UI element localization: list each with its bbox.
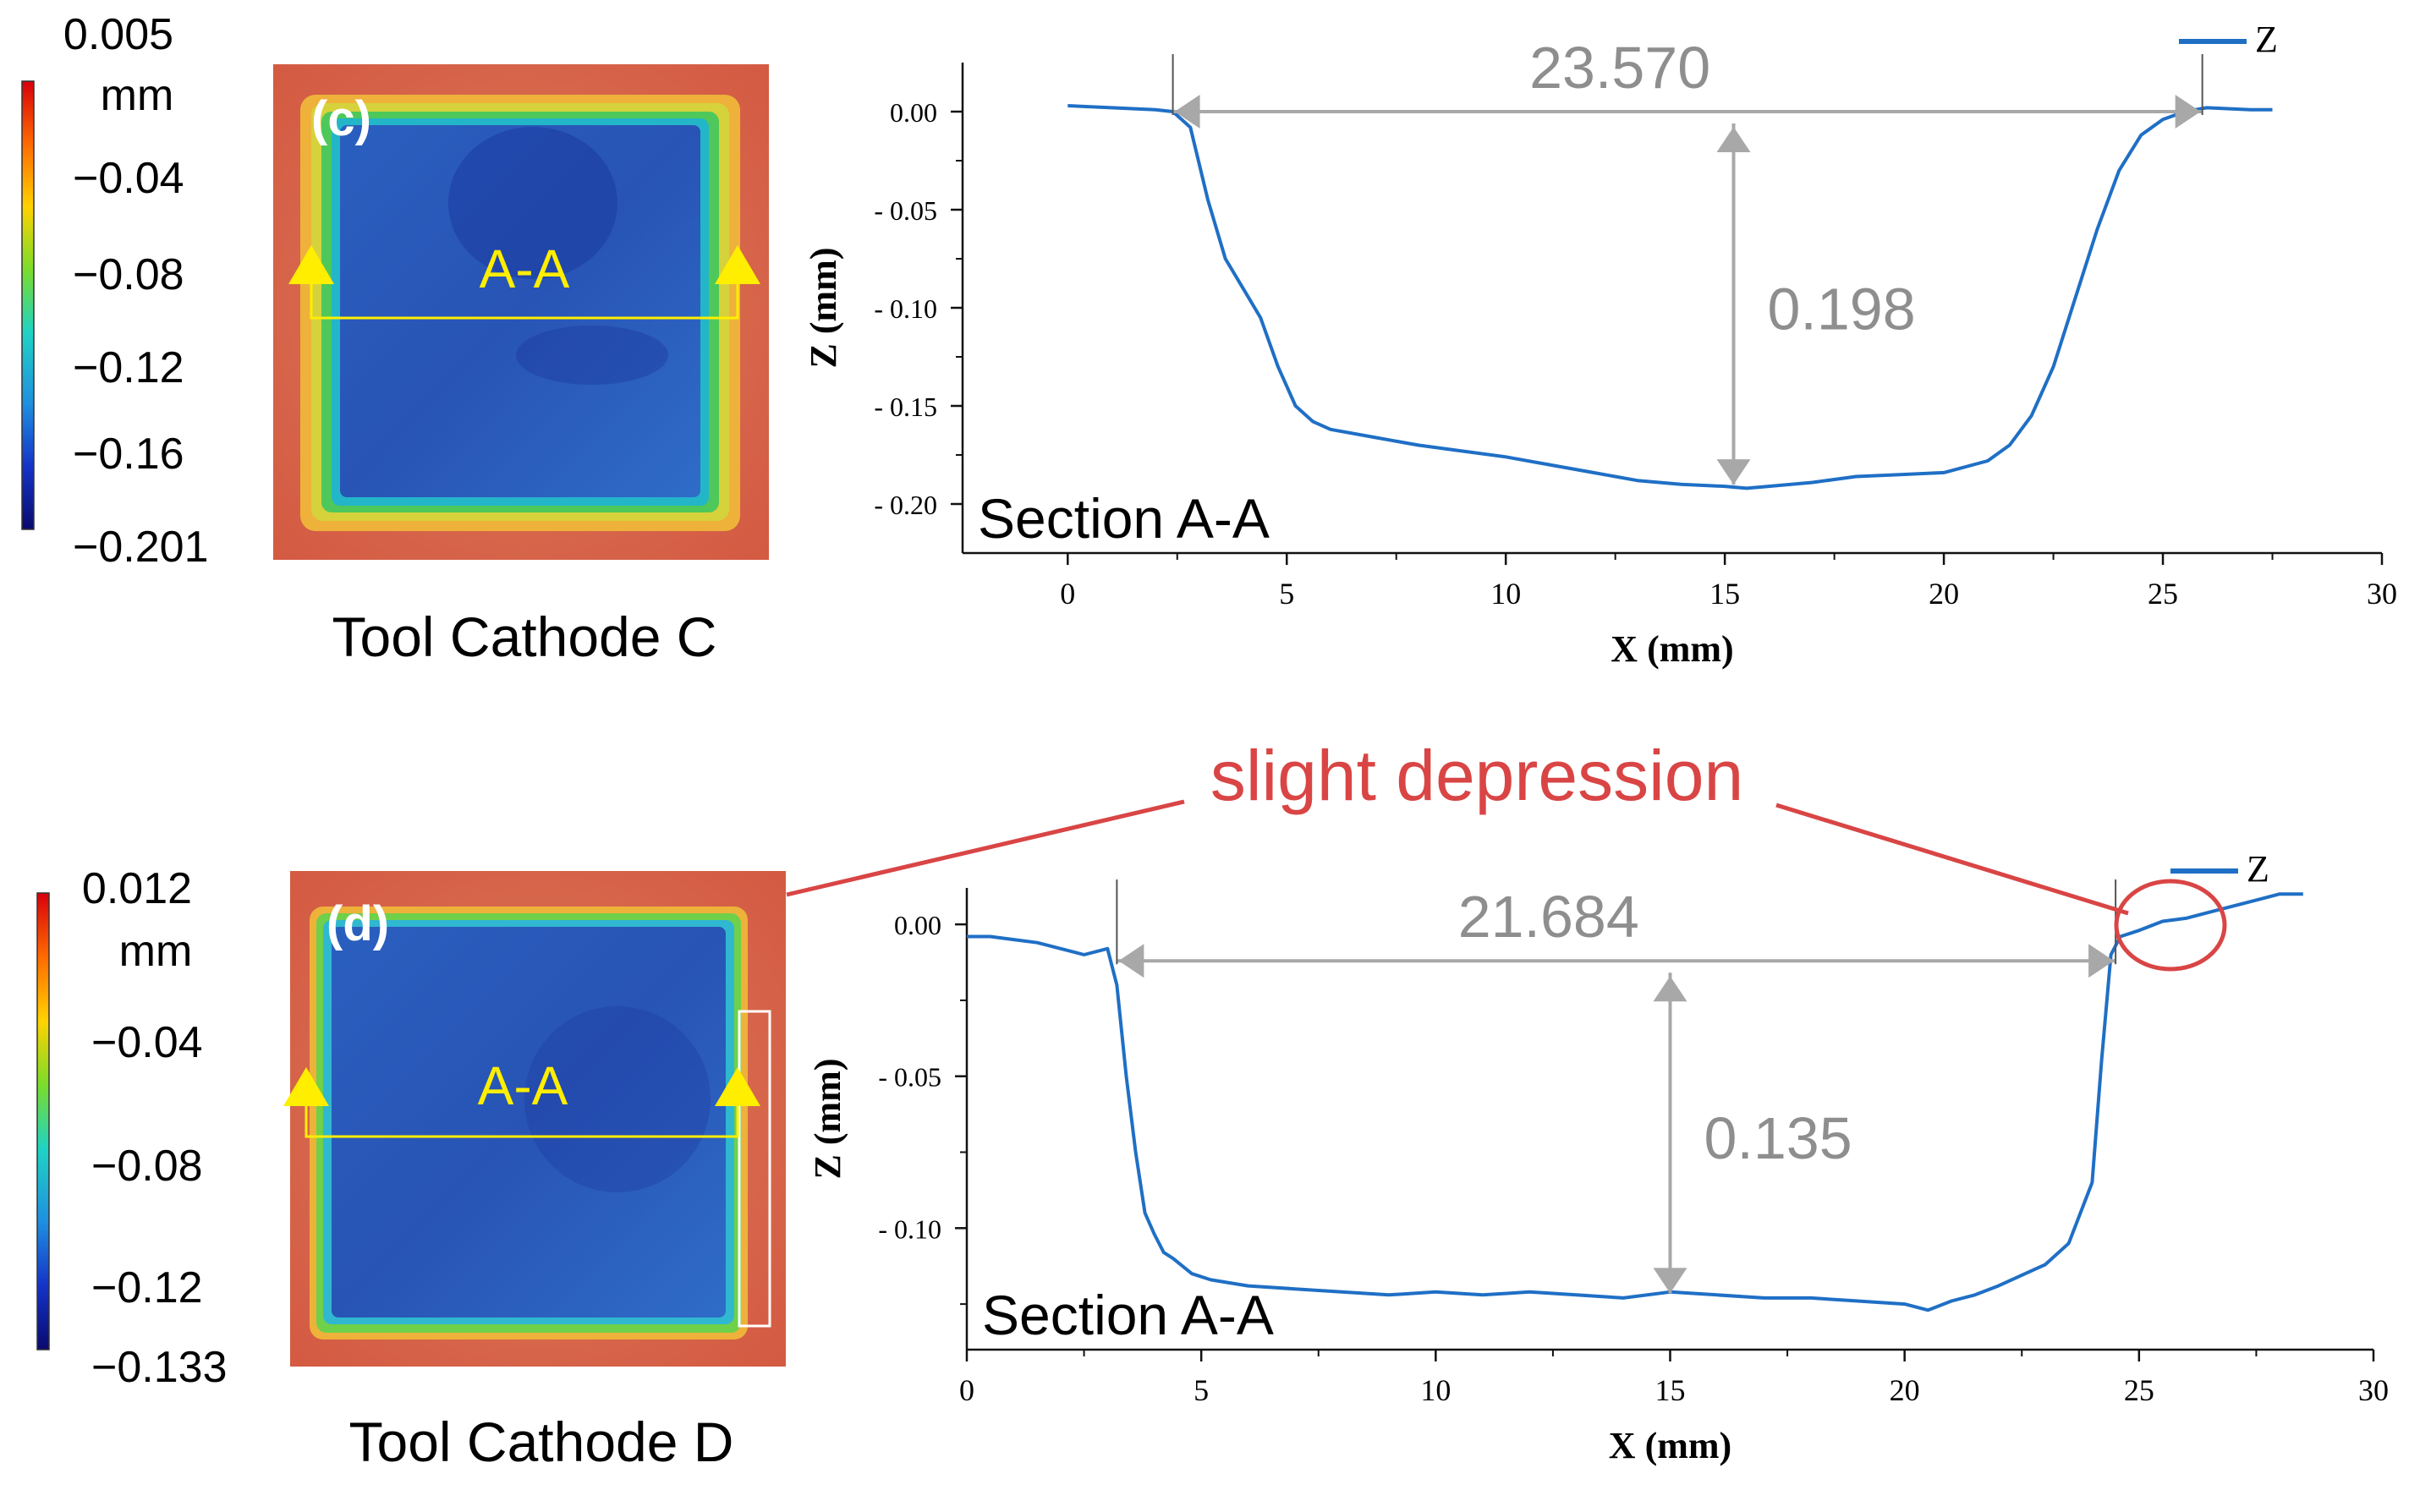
depression-marker-box xyxy=(738,1010,771,1328)
callout-line-right xyxy=(1775,803,2129,916)
colorbar-c-tick: −0.04 xyxy=(73,154,184,203)
y-tick-label: - 0.15 xyxy=(874,392,937,422)
colorbar-c: 0.005 mm −0.04 −0.08 −0.12 −0.16 −0.201 xyxy=(21,10,209,572)
section-arrow-left-d xyxy=(283,1067,329,1106)
section-arrow-left-c xyxy=(288,245,334,284)
x-tick-label: 15 xyxy=(1655,1373,1686,1407)
section-arrow-right-c xyxy=(715,245,760,284)
legend-label: Z xyxy=(2255,19,2278,60)
colorbar-d: 0.012 mm −0.04 −0.08 −0.12 −0.133 xyxy=(36,864,228,1392)
x-tick-label: 20 xyxy=(1929,577,1959,611)
cathode-c-image: (c) A-A xyxy=(273,64,769,560)
depth-arrow-down xyxy=(1653,1268,1687,1294)
cathode-c-section-label: A-A xyxy=(480,238,570,299)
callout-line-left xyxy=(786,799,1185,897)
x-tick-label: 0 xyxy=(959,1373,974,1407)
x-tick-label: 20 xyxy=(1890,1373,1920,1407)
colorbar-c-tick: −0.16 xyxy=(73,430,184,479)
y-tick-label: - 0.10 xyxy=(878,1213,941,1244)
y-tick-label: - 0.05 xyxy=(874,195,937,226)
callout: slight depression xyxy=(786,736,2227,972)
depth-value: 0.198 xyxy=(1768,277,1916,342)
colorbar-c-tick: −0.12 xyxy=(73,343,184,392)
colorbar-d-min: −0.133 xyxy=(91,1343,228,1392)
depth-arrow-down xyxy=(1716,459,1751,485)
colorbar-d-max: 0.012 xyxy=(82,864,192,913)
y-tick-label: 0.00 xyxy=(894,910,941,940)
cathode-d-badge: (d) xyxy=(327,896,389,951)
colorbar-d-unit: mm xyxy=(119,927,193,976)
colorbar-c-tick: −0.08 xyxy=(73,250,184,299)
x-axis-label: X (mm) xyxy=(1611,628,1733,670)
y-tick-label: - 0.05 xyxy=(878,1062,941,1093)
x-tick-label: 30 xyxy=(2367,577,2397,611)
width-value: 21.684 xyxy=(1458,884,1639,950)
cathode-c-caption: Tool Cathode C xyxy=(332,605,717,668)
x-tick-label: 15 xyxy=(1709,577,1740,611)
callout-circle xyxy=(2114,879,2227,972)
z-series-line xyxy=(1067,104,2273,490)
x-tick-label: 10 xyxy=(1420,1373,1451,1407)
cathode-d-section-label: A-A xyxy=(478,1055,568,1116)
y-axis-label: Z (mm) xyxy=(803,248,844,369)
colorbar-c-unit: mm xyxy=(101,71,174,120)
y-tick-label: - 0.10 xyxy=(874,293,937,324)
section-arrow-right-d xyxy=(715,1067,760,1106)
x-tick-label: 25 xyxy=(2124,1373,2154,1407)
width-arrow-left xyxy=(1174,95,1200,129)
x-tick-label: 5 xyxy=(1194,1373,1209,1407)
colorbar-d-tick: −0.12 xyxy=(91,1263,203,1312)
y-tick-label: - 0.20 xyxy=(874,490,937,520)
y-axis-label: Z (mm) xyxy=(807,1059,848,1180)
colorbar-c-min: −0.201 xyxy=(73,523,209,572)
x-tick-label: 0 xyxy=(1060,577,1075,611)
depth-arrow-up xyxy=(1653,976,1687,1002)
width-arrow-right xyxy=(2175,95,2201,129)
x-tick-label: 30 xyxy=(2358,1373,2389,1407)
colorbar-d-tick: −0.04 xyxy=(91,1018,203,1067)
depth-value: 0.135 xyxy=(1704,1105,1852,1171)
x-tick-label: 5 xyxy=(1279,577,1294,611)
colorbar-c-max: 0.005 xyxy=(63,10,173,59)
width-value: 23.570 xyxy=(1529,35,1710,101)
chart-d: 0 5 10 15 20 25 30 0.00 - 0.05 - 0.10 X (mm) Z (mm)… xyxy=(807,848,2389,1466)
x-axis-label: X (mm) xyxy=(1609,1425,1731,1466)
y-tick-label: 0.00 xyxy=(890,97,937,128)
section-title: Section A-A xyxy=(982,1284,1274,1346)
depth-arrow-up xyxy=(1716,127,1751,152)
chart-c: 0 5 10 15 20 25 30 0.00 - 0.05 - 0.10 - 0.15 - 0.20… xyxy=(803,19,2397,670)
z-series-line xyxy=(967,892,2303,1312)
cathode-d-caption: Tool Cathode D xyxy=(349,1411,734,1473)
x-tick-label: 10 xyxy=(1490,577,1521,611)
callout-text: slight depression xyxy=(1210,736,1743,815)
section-title: Section A-A xyxy=(978,487,1270,550)
x-tick-label: 25 xyxy=(2148,577,2178,611)
colorbar-d-tick: −0.08 xyxy=(91,1142,203,1191)
legend-label: Z xyxy=(2247,848,2269,890)
cathode-c-badge: (c) xyxy=(311,91,371,146)
width-arrow-right xyxy=(2088,944,2115,978)
width-arrow-left xyxy=(1118,944,1144,978)
cathode-d-image: (d) A-A xyxy=(283,871,786,1367)
